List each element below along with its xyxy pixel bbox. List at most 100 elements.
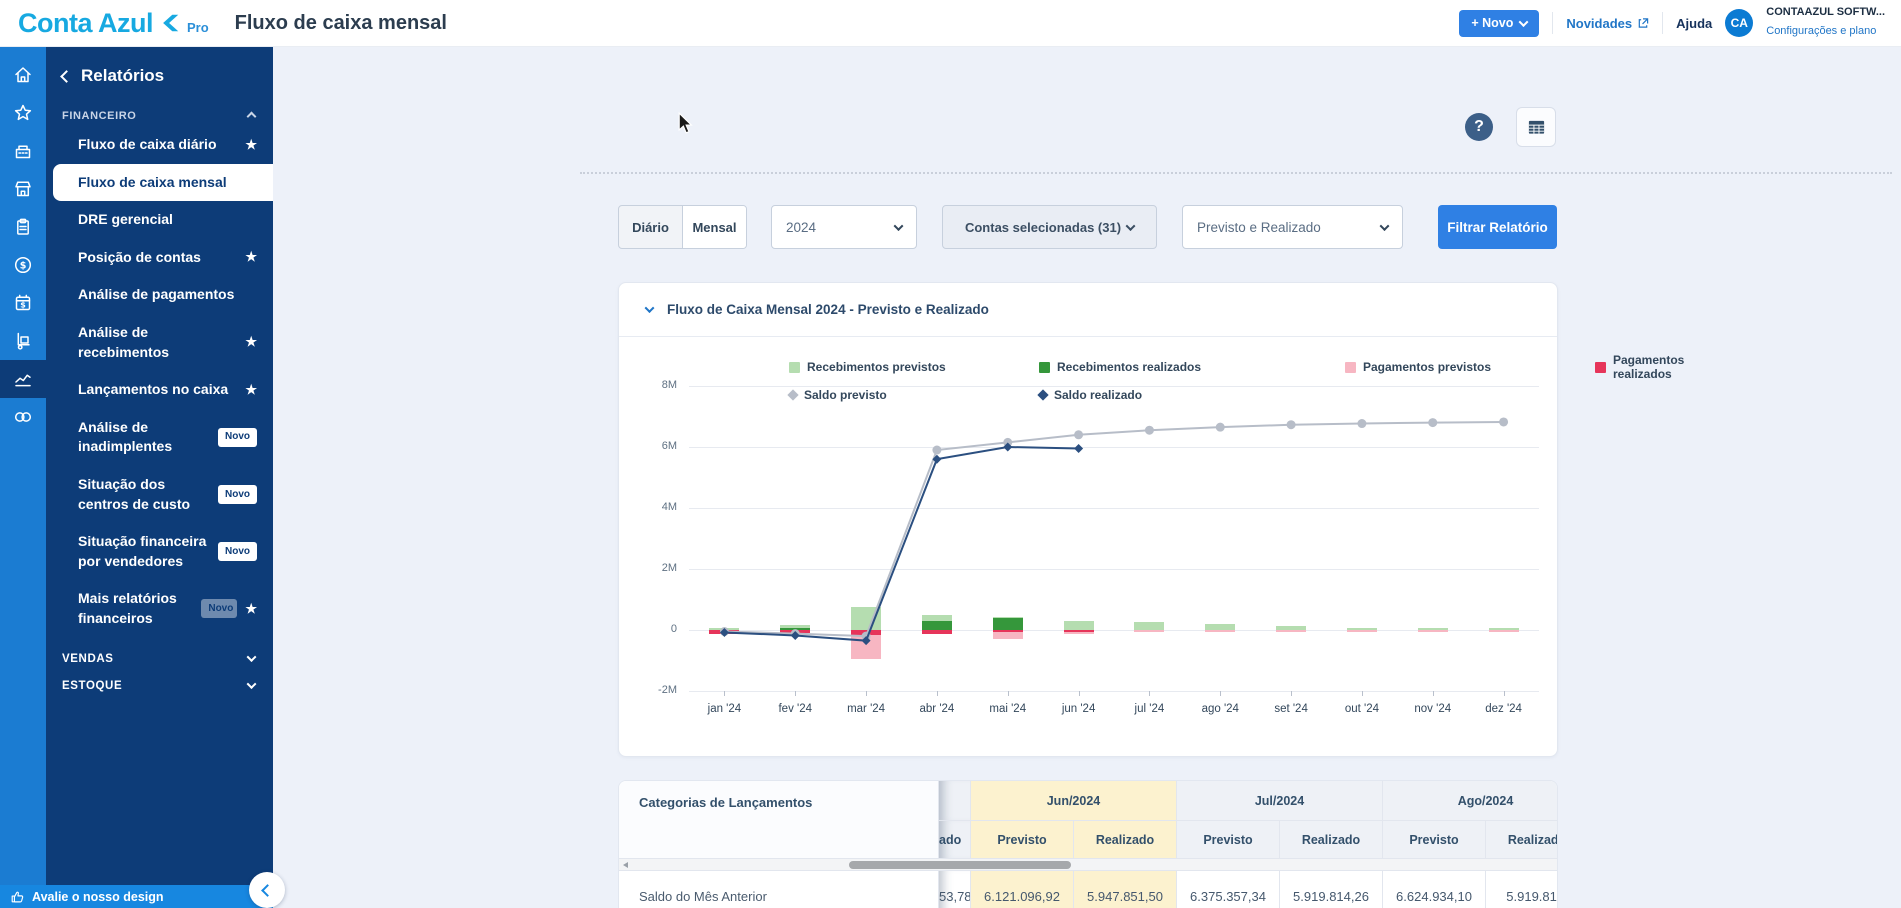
x-axis-tick-label: mai '24: [989, 703, 1026, 715]
toggle-mensal[interactable]: Mensal: [683, 206, 746, 248]
table-subheader-previsto: Previsto: [1177, 821, 1280, 859]
sidebar-item-label: Fluxo de caixa mensal: [78, 173, 257, 193]
x-axis-tick: [937, 691, 938, 696]
sidebar-item-situa-o-financeira-por-vendedores[interactable]: Situação financeira por vendedoresNovo: [46, 523, 273, 580]
chart-card-header[interactable]: Fluxo de Caixa Mensal 2024 - Previsto e …: [619, 283, 1557, 337]
table-view-button[interactable]: [1516, 107, 1556, 147]
sidebar-item-situa-o-dos-centros-de-custo[interactable]: Situação dos centros de custoNovo: [46, 466, 273, 523]
contaazul-logo[interactable]: Conta Azul Pro: [18, 8, 209, 39]
year-select[interactable]: 2024: [771, 205, 917, 249]
sidebar-item-lan-amentos-no-caixa[interactable]: Lançamentos no caixa ★: [46, 371, 273, 409]
table-value-realizado: 5.919.814,26: [1280, 871, 1383, 908]
table-value-realizado: 5.947.851,50: [1074, 871, 1177, 908]
mouse-cursor: [676, 112, 694, 134]
rail-item-home[interactable]: [0, 56, 46, 94]
sidebar-group-estoque[interactable]: ESTOQUE: [46, 665, 273, 692]
rail-item-clipboard[interactable]: [0, 208, 46, 246]
rail-item-star[interactable]: [0, 94, 46, 132]
help-button[interactable]: ?: [1465, 113, 1493, 141]
novo-badge: Novo: [218, 485, 257, 504]
toggle-diario[interactable]: Diário: [619, 206, 682, 248]
scrollbar-thumb[interactable]: [849, 861, 1071, 869]
chart-point: [1428, 418, 1437, 427]
avatar[interactable]: CA: [1725, 9, 1753, 37]
novo-badge: Novo: [218, 542, 257, 561]
external-link-icon: [1637, 17, 1649, 29]
new-button-label: + Novo: [1471, 16, 1513, 30]
sidebar-item-fluxo-de-caixa-di-rio[interactable]: Fluxo de caixa diário ★: [46, 126, 273, 164]
table-cut-subheader: ado: [939, 821, 971, 859]
period-toggle: Diário Mensal: [618, 205, 747, 249]
chart-lines: [689, 386, 1539, 691]
rail-item-store[interactable]: [0, 170, 46, 208]
favorite-star-icon[interactable]: ★: [245, 600, 257, 618]
rail-item-cash-register[interactable]: [0, 132, 46, 170]
sidebar-item-mais-relat-rios-financeiros[interactable]: Mais relatórios financeirosNovo★: [46, 580, 273, 637]
logo-text: Conta Azul: [18, 8, 153, 39]
accounts-select[interactable]: Contas selecionadas (31): [942, 205, 1157, 249]
favorite-star-icon[interactable]: ★: [245, 136, 257, 154]
scroll-left-arrow[interactable]: [623, 862, 628, 868]
sidebar-item-an-lise-de-recebimentos[interactable]: Análise de recebimentos ★: [46, 314, 273, 371]
favorite-star-icon[interactable]: ★: [245, 248, 257, 266]
account-menu[interactable]: CONTAAZUL SOFTW... Configurações e plano: [1766, 6, 1885, 40]
filter-report-button[interactable]: Filtrar Relatório: [1438, 205, 1557, 249]
sidebar-item-fluxo-de-caixa-mensal[interactable]: Fluxo de caixa mensal: [53, 164, 273, 202]
rail-item-dollar-circle[interactable]: $: [0, 246, 46, 284]
collapsed-section-separator: [580, 172, 1892, 174]
rail-item-line-chart[interactable]: [0, 360, 46, 398]
table-horizontal-scrollbar[interactable]: [619, 859, 1558, 871]
legend-label: Recebimentos previstos: [807, 360, 946, 374]
novidades-link[interactable]: Novidades: [1566, 16, 1649, 31]
favorite-star-icon[interactable]: ★: [245, 333, 257, 351]
table-corner-header: Categorias de Lançamentos: [619, 781, 939, 859]
table-value-previsto: 6.121.096,92: [971, 871, 1074, 908]
sidebar: Relatórios FINANCEIRO Fluxo de caixa diá…: [46, 46, 273, 908]
accounts-label: Contas selecionadas (31): [965, 220, 1121, 235]
chevron-down-icon: [645, 303, 655, 313]
mode-select[interactable]: Previsto e Realizado: [1182, 205, 1403, 249]
rail-item-calendar-dollar[interactable]: $: [0, 284, 46, 322]
table-cut-value: 53,78: [939, 871, 971, 908]
rail-item-hand-truck[interactable]: [0, 322, 46, 360]
sidebar-item-label: DRE gerencial: [78, 210, 257, 230]
cashflow-table: Categorias de LançamentosJun/2024Jul/202…: [619, 781, 1557, 908]
sidebar-item-an-lise-de-inadimplentes[interactable]: Análise de inadimplentesNovo: [46, 409, 273, 466]
rail-item-link[interactable]: [0, 398, 46, 436]
store-icon: [13, 179, 33, 199]
section-financeiro[interactable]: FINANCEIRO: [62, 110, 255, 122]
table-subheader-realizado: Realizado: [1486, 821, 1558, 859]
sidebar-item-label: Lançamentos no caixa: [78, 380, 237, 400]
novo-badge: Novo: [201, 599, 237, 618]
sidebar-item-label: Análise de recebimentos: [78, 323, 237, 362]
section-label: FINANCEIRO: [62, 110, 136, 122]
favorite-star-icon[interactable]: ★: [245, 381, 257, 399]
sidebar-item-label: Análise de inadimplentes: [78, 418, 210, 457]
chevron-down-icon: [247, 679, 257, 689]
chevron-left-icon: [261, 884, 274, 897]
design-feedback-bar[interactable]: Avalie o nosso design: [0, 885, 273, 908]
chevron-up-icon: [247, 111, 257, 121]
sidebar-title: Relatórios: [81, 66, 164, 86]
chevron-down-icon: [894, 221, 904, 231]
group-label: VENDAS: [62, 653, 114, 665]
sidebar-item-label: Fluxo de caixa diário: [78, 135, 237, 155]
sidebar-item-posi-o-de-contas[interactable]: Posição de contas★: [46, 239, 273, 277]
sidebar-item-an-lise-de-pagamentos[interactable]: Análise de pagamentos: [46, 276, 273, 314]
ajuda-link[interactable]: Ajuda: [1676, 16, 1712, 31]
collapse-sidebar-button[interactable]: [249, 872, 285, 908]
sidebar-item-dre-gerencial[interactable]: DRE gerencial: [46, 201, 273, 239]
table-grid-icon: [1527, 119, 1546, 136]
chevron-down-icon: [1519, 17, 1529, 27]
sidebar-group-vendas[interactable]: VENDAS: [46, 638, 273, 665]
x-axis-tick-label: nov '24: [1414, 703, 1451, 715]
settings-plan-link[interactable]: Configurações e plano: [1766, 25, 1876, 37]
back-to-relatorios[interactable]: Relatórios: [46, 46, 273, 86]
x-axis-tick-label: abr '24: [920, 703, 955, 715]
calendar-dollar-icon: $: [13, 293, 33, 313]
legend-item-recebimentos-realizados: Recebimentos realizados: [1039, 353, 1345, 381]
new-button[interactable]: + Novo: [1459, 10, 1539, 37]
legend-marker: [1039, 362, 1050, 373]
table-cut-month-header: [939, 781, 971, 821]
app: Conta Azul Pro Fluxo de caixa mensal + N…: [0, 0, 1901, 908]
